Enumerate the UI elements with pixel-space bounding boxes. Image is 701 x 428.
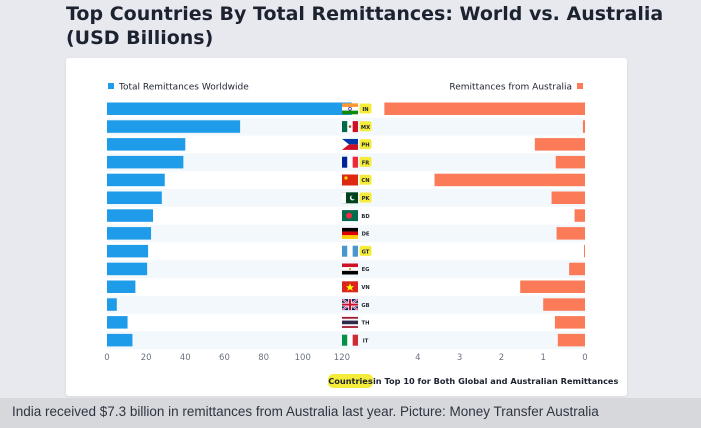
country-code: CN bbox=[361, 178, 369, 184]
caption-bar: India received $7.3 billion in remittanc… bbox=[0, 398, 701, 428]
australia-bar-in bbox=[384, 102, 585, 115]
worldwide-tick: 120 bbox=[334, 353, 350, 363]
australia-bar-gb bbox=[543, 298, 585, 311]
pakistan-flag-icon bbox=[342, 192, 358, 204]
germany-flag-icon bbox=[342, 227, 358, 239]
footnote-countries: Countries bbox=[328, 376, 373, 386]
egypt-flag-icon bbox=[342, 263, 358, 275]
australia-bar-pk bbox=[551, 191, 585, 204]
footnote-highlight bbox=[328, 374, 373, 388]
australia-bar-bd bbox=[574, 209, 585, 222]
country-code: FR bbox=[362, 160, 370, 166]
france-flag-icon bbox=[342, 156, 358, 168]
country-highlight bbox=[359, 139, 372, 150]
worldwide-bar-it bbox=[107, 333, 133, 347]
country-code: TH bbox=[362, 321, 370, 327]
country-highlight bbox=[359, 174, 372, 185]
mexico-flag-icon bbox=[342, 121, 358, 133]
bangladesh-flag-icon bbox=[342, 210, 358, 222]
australia-bar-it bbox=[557, 333, 585, 347]
australia-bar-th bbox=[554, 316, 585, 329]
vietnam-flag-icon bbox=[342, 281, 358, 293]
worldwide-bar-ph bbox=[107, 138, 186, 151]
india-flag-icon bbox=[342, 103, 358, 115]
guatemala-flag-icon bbox=[342, 245, 358, 257]
country-code: PK bbox=[362, 196, 371, 202]
country-code: IN bbox=[362, 107, 368, 113]
worldwide-bar-cn bbox=[107, 173, 165, 187]
country-highlight bbox=[359, 121, 372, 132]
country-code: VN bbox=[361, 285, 369, 291]
australia-bar-mx bbox=[582, 120, 585, 133]
worldwide-bar-mx bbox=[107, 120, 241, 133]
worldwide-bar-de bbox=[107, 227, 152, 240]
worldwide-bar-fr bbox=[107, 155, 184, 169]
worldwide-tick: 80 bbox=[258, 353, 269, 363]
chart-card: IN MX PH FR CN PK BD DE GT EG VN GB TH IT 0 20 40 60 80 10… bbox=[66, 58, 627, 396]
australia-tick: 3 bbox=[457, 353, 462, 363]
australia-tick: 2 bbox=[499, 353, 504, 363]
country-code: GB bbox=[361, 303, 369, 309]
footnote: Countries in Top 10 for Both Global and … bbox=[328, 374, 618, 388]
australia-tick: 4 bbox=[415, 353, 420, 363]
axis-ticks: 0 20 40 60 80 100 120 4 3 2 1 0 bbox=[104, 353, 587, 363]
australia-legend-label: Remittances from Australia bbox=[449, 83, 572, 93]
country-code: DE bbox=[362, 232, 370, 238]
country-code: BD bbox=[361, 214, 370, 220]
country-code: EG bbox=[362, 267, 370, 273]
country-highlight bbox=[359, 245, 372, 256]
worldwide-legend-swatch bbox=[108, 83, 114, 89]
worldwide-bar-vn bbox=[107, 280, 136, 293]
page-title: Top Countries By Total Remittances: Worl… bbox=[66, 3, 664, 49]
legend: Total Remittances Worldwide Remittances f… bbox=[108, 83, 583, 93]
worldwide-legend-label: Total Remittances Worldwide bbox=[118, 83, 249, 93]
country-highlight bbox=[359, 103, 372, 114]
australia-bar-cn bbox=[434, 173, 585, 187]
country-code: GT bbox=[362, 249, 370, 255]
australia-bars bbox=[384, 102, 585, 347]
country-highlight bbox=[359, 156, 372, 167]
country-code: IT bbox=[363, 338, 369, 344]
worldwide-bar-in bbox=[107, 102, 352, 115]
worldwide-bar-pk bbox=[107, 191, 162, 204]
country-highlight bbox=[359, 192, 372, 203]
australia-bar-ph bbox=[534, 138, 585, 151]
worldwide-tick: 60 bbox=[219, 353, 230, 363]
country-code: PH bbox=[361, 143, 369, 149]
uk-flag-icon bbox=[341, 298, 359, 311]
australia-tick: 1 bbox=[540, 353, 545, 363]
worldwide-tick: 0 bbox=[104, 353, 109, 363]
worldwide-bar-gb bbox=[107, 298, 117, 311]
country-flags: IN MX PH FR CN PK BD DE GT EG VN GB TH IT bbox=[341, 103, 372, 346]
thailand-flag-icon bbox=[342, 316, 358, 328]
australia-bar-vn bbox=[520, 280, 585, 293]
china-flag-icon bbox=[342, 174, 358, 186]
worldwide-bar-gt bbox=[107, 244, 149, 258]
australia-legend-swatch bbox=[577, 83, 583, 89]
worldwide-bar-bd bbox=[107, 209, 154, 222]
worldwide-tick: 40 bbox=[180, 353, 191, 363]
australia-bar-eg bbox=[569, 262, 585, 276]
australia-bar-fr bbox=[555, 155, 585, 169]
australia-bar-de bbox=[556, 227, 585, 240]
worldwide-bar-eg bbox=[107, 262, 148, 276]
country-code: MX bbox=[361, 125, 370, 131]
footnote-text: in Top 10 for Both Global and Australian… bbox=[373, 376, 618, 386]
worldwide-tick: 20 bbox=[141, 353, 152, 363]
worldwide-tick: 100 bbox=[295, 353, 311, 363]
australia-bar-gt bbox=[584, 244, 585, 258]
australia-tick: 0 bbox=[582, 353, 587, 363]
philippines-flag-icon bbox=[342, 138, 358, 150]
worldwide-bar-th bbox=[107, 316, 128, 329]
image-caption: India received $7.3 billion in remittanc… bbox=[12, 404, 599, 419]
worldwide-bars bbox=[107, 102, 352, 347]
italy-flag-icon bbox=[342, 334, 358, 346]
